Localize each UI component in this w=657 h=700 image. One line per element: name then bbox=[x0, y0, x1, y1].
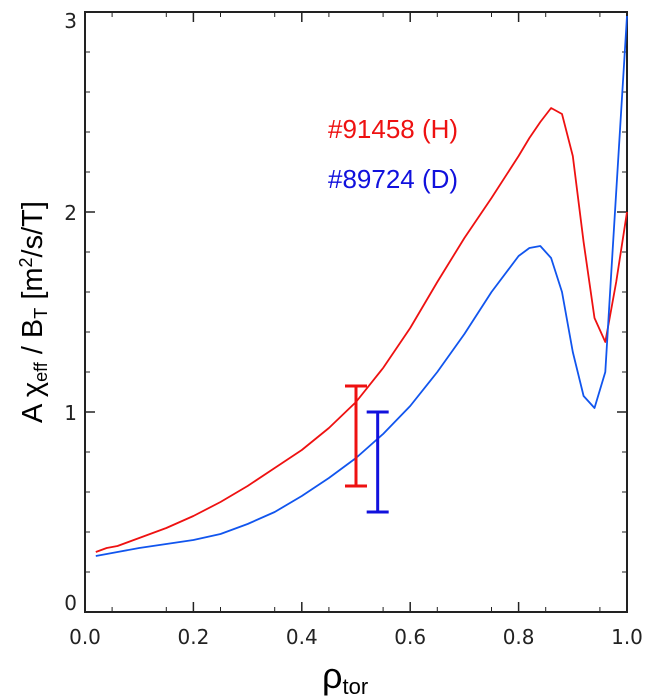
y-title-a: A χ bbox=[17, 382, 49, 423]
y-tick-label: 1 bbox=[64, 401, 77, 425]
y-title-c-sup: 2 bbox=[16, 257, 36, 267]
series-line-d bbox=[95, 15, 628, 557]
legend: #91458 (H) #89724 (D) bbox=[328, 114, 458, 194]
x-tick-label: 0.4 bbox=[286, 625, 318, 649]
y-tick-label: 2 bbox=[64, 201, 77, 225]
plot-area bbox=[84, 11, 628, 613]
error-bars bbox=[345, 384, 389, 514]
y-title-a-sub: eff bbox=[31, 361, 51, 382]
x-tick-label: 0.6 bbox=[394, 625, 426, 649]
y-title-c: [m bbox=[17, 267, 49, 307]
y-axis: 0 1 2 3 bbox=[64, 9, 627, 615]
y-tick-label: 3 bbox=[64, 9, 77, 33]
y-tick-label: 0 bbox=[64, 591, 77, 615]
x-axis-title-main: ρ bbox=[322, 655, 342, 696]
x-axis: 0.0 0.2 0.4 0.6 0.8 1.0 bbox=[69, 12, 643, 649]
y-title-b: / B bbox=[17, 319, 49, 363]
x-tick-label: 0.0 bbox=[69, 625, 101, 649]
series-line-h bbox=[95, 107, 628, 553]
series-layer bbox=[95, 15, 628, 557]
legend-entry-h: #91458 (H) bbox=[328, 114, 458, 144]
y-title-d: /s/T] bbox=[17, 201, 49, 257]
x-tick-label: 0.2 bbox=[177, 625, 209, 649]
error-bar-d bbox=[366, 410, 389, 514]
x-axis-title: ρtor bbox=[322, 655, 368, 699]
y-title-b-sub: T bbox=[31, 308, 51, 319]
x-axis-title-sub: tor bbox=[342, 674, 368, 699]
y-axis-title: A χeff / BT [m2/s/T] bbox=[16, 201, 51, 423]
x-tick-label: 0.8 bbox=[503, 625, 535, 649]
error-bar-h bbox=[345, 384, 367, 488]
legend-entry-d: #89724 (D) bbox=[328, 164, 458, 194]
x-tick-label: 1.0 bbox=[611, 625, 643, 649]
